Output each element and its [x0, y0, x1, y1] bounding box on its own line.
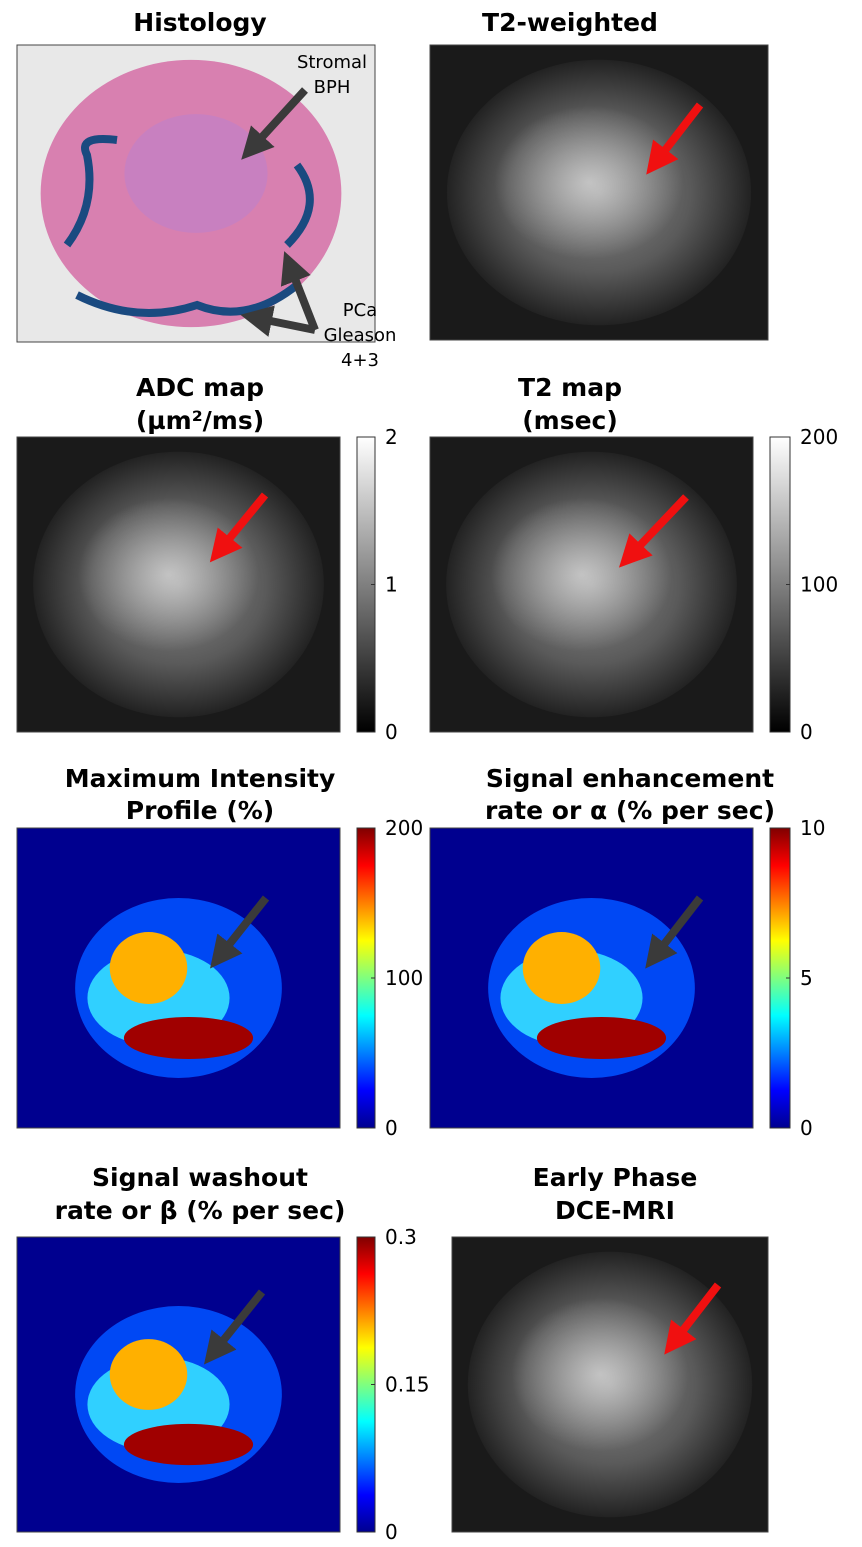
tumor-outline — [63, 135, 314, 317]
colorbar-tick-label: 200 — [800, 425, 838, 449]
map-region — [109, 1339, 188, 1410]
arrow — [646, 102, 704, 175]
panel: Histology Stromal BPH PCa Gleason 4+3 — [16, 8, 397, 371]
panel-title: Signal washout — [92, 1163, 308, 1192]
colorbar-tick-label: 2 — [385, 425, 398, 449]
panel-title: T2-weighted — [482, 8, 658, 37]
panel-title: ADC map — [136, 373, 264, 402]
panel: ADC map (µm²/ms) 0 1 2 — [16, 373, 398, 744]
arrow — [209, 492, 269, 563]
colorbar-tick-label: 0.3 — [385, 1225, 417, 1249]
annotation: 4+3 — [341, 350, 379, 371]
colorbar-tick-label: 0 — [385, 1520, 398, 1544]
colorbar-tick-label: 5 — [800, 966, 813, 990]
annotation: Gleason — [324, 325, 397, 346]
annotation: PCa — [343, 300, 377, 321]
image-border — [16, 1236, 341, 1533]
annotation: BPH — [314, 77, 351, 98]
gland — [511, 1297, 689, 1452]
image-border — [16, 436, 341, 733]
arrow — [210, 895, 270, 969]
map-region — [123, 1017, 254, 1059]
panel-title: rate or β (% per sec) — [55, 1196, 346, 1225]
arrow — [240, 305, 316, 337]
image — [429, 44, 769, 341]
arrow — [664, 1282, 722, 1355]
panel-title: (msec) — [522, 406, 618, 435]
colorbar-tick-label: 100 — [800, 573, 838, 597]
image — [16, 436, 341, 733]
image — [16, 827, 341, 1129]
arrow — [645, 895, 704, 969]
gland — [491, 497, 672, 652]
panel: Signal enhancement rate or α (% per sec) 0… — [429, 764, 825, 1140]
panel-title: Profile (%) — [126, 796, 275, 825]
panel-title: DCE-MRI — [555, 1196, 675, 1225]
panel-title: Histology — [133, 8, 266, 37]
colorbar-tick-label: 100 — [385, 966, 423, 990]
arrow — [280, 251, 319, 332]
colorbar-tick-label: 0 — [800, 1116, 813, 1140]
image-border — [429, 436, 754, 733]
colorbar-tick-label: 0 — [800, 720, 813, 744]
map-region — [109, 932, 188, 1004]
gland — [494, 105, 684, 260]
map-region — [522, 932, 601, 1004]
panel: T2-weighted — [429, 8, 769, 341]
image — [429, 827, 754, 1129]
image-border — [16, 827, 341, 1129]
colorbar-tick-label: 0 — [385, 1116, 398, 1140]
tissue-core — [124, 114, 268, 233]
panel-title: Maximum Intensity — [65, 764, 336, 793]
arrow — [241, 87, 308, 160]
arrow — [204, 1289, 266, 1365]
image — [429, 436, 754, 733]
colorbar-tick-label: 0.15 — [385, 1373, 430, 1397]
panel-title: Early Phase — [533, 1163, 698, 1192]
image-border — [16, 44, 376, 343]
map-region — [536, 1017, 667, 1059]
panel-title: rate or α (% per sec) — [485, 796, 775, 825]
map-region — [123, 1423, 254, 1466]
image — [451, 1236, 769, 1533]
annotation: Stromal — [297, 52, 367, 73]
panel: Early Phase DCE-MRI — [451, 1163, 769, 1533]
panel: T2 map (msec) 0 100 200 — [429, 373, 838, 744]
panel-title: (µm²/ms) — [136, 406, 264, 435]
image-border — [451, 1236, 769, 1533]
gland — [78, 497, 259, 652]
colorbar-tick-label: 0 — [385, 720, 398, 744]
image — [16, 1236, 341, 1533]
arrow — [618, 494, 689, 568]
panel: Signal washout rate or β (% per sec) 0 0.15… — [16, 1163, 430, 1544]
panel-title: T2 map — [518, 373, 622, 402]
panel-title: Signal enhancement — [486, 764, 774, 793]
colorbar-tick-label: 10 — [800, 816, 825, 840]
image-border — [429, 44, 769, 341]
colorbar-tick-label: 1 — [385, 573, 398, 597]
colorbar-tick-label: 200 — [385, 816, 423, 840]
image-border — [429, 827, 754, 1129]
panel: Maximum Intensity Profile (%) 0 100 200 — [16, 764, 423, 1140]
